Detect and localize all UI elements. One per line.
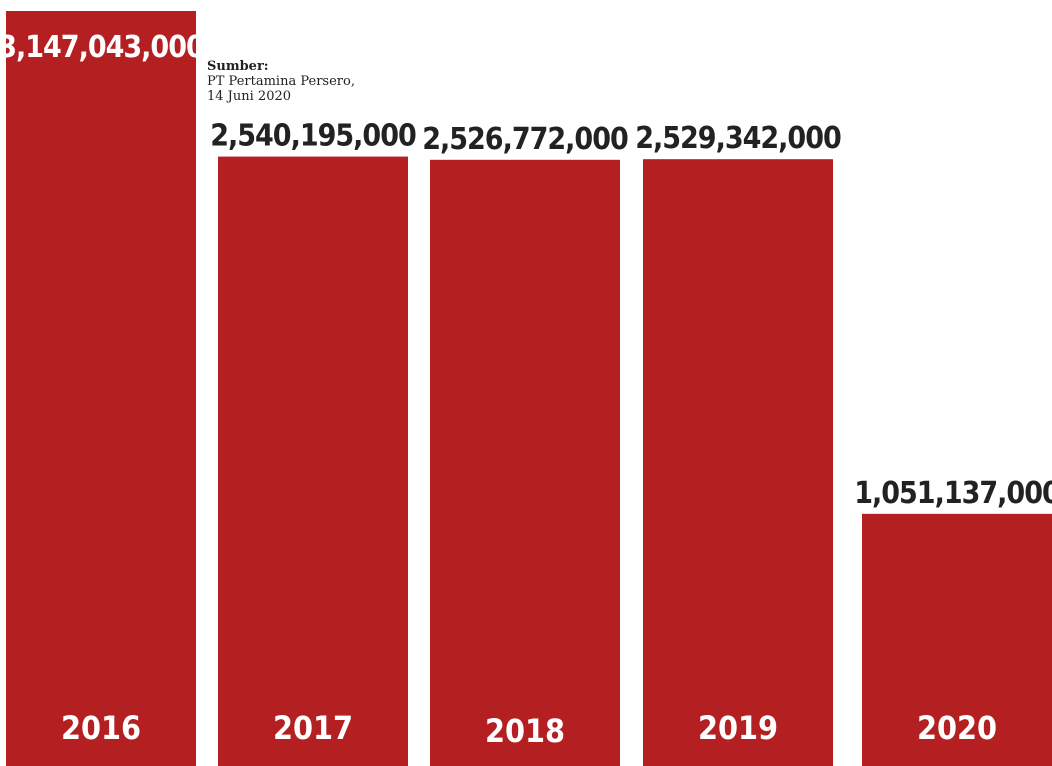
value-label-2019: 2,529,342,000	[635, 121, 841, 156]
source-publisher: PT Pertamina Persero,	[207, 74, 355, 89]
value-label-2017: 2,540,195,000	[210, 119, 416, 154]
bar-2018	[430, 159, 620, 766]
category-label-2017: 2017	[273, 709, 353, 747]
category-label-2016: 2016	[61, 709, 141, 747]
source-label: Sumber:	[207, 59, 269, 74]
category-label-2020: 2020	[917, 709, 997, 747]
value-label-2016: 3,147,043,000	[0, 30, 204, 65]
bar-2017	[218, 156, 408, 766]
source-note: Sumber: PT Pertamina Persero, 14 Juni 20…	[207, 59, 355, 104]
bar-2019	[643, 159, 833, 766]
category-label-2019: 2019	[698, 709, 778, 747]
value-label-2020: 1,051,137,000	[854, 476, 1052, 511]
value-label-2018: 2,526,772,000	[422, 122, 628, 157]
bar-2020	[862, 513, 1052, 766]
source-date: 14 Juni 2020	[207, 89, 292, 104]
bar-2016	[6, 11, 196, 766]
category-label-2018: 2018	[485, 712, 565, 750]
